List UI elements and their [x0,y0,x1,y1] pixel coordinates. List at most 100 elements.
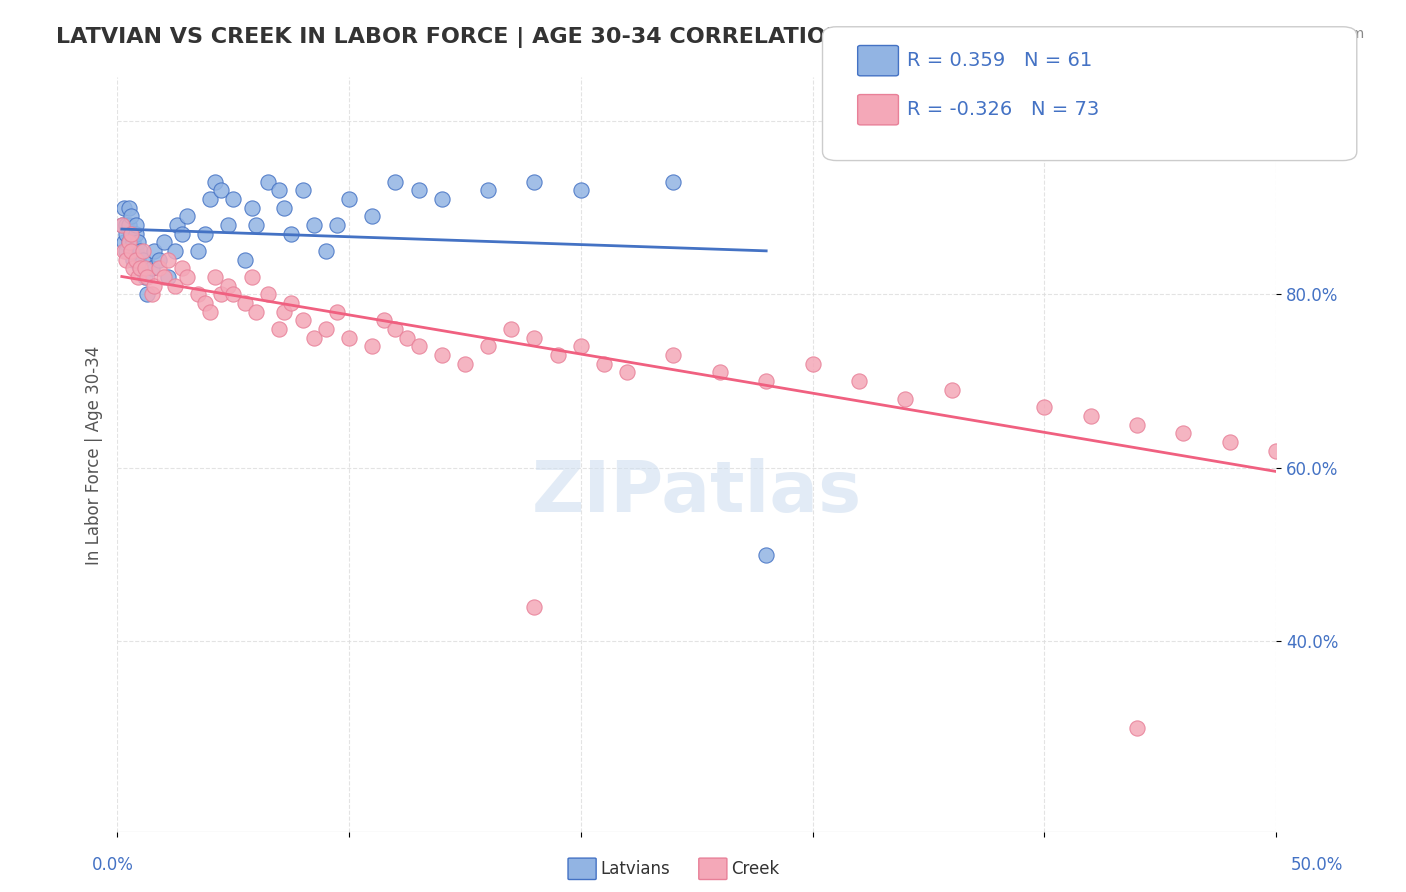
Point [172,261,194,276]
Point [127,252,149,267]
Text: R = 0.359   N = 61: R = 0.359 N = 61 [907,51,1092,70]
Point [198,192,221,206]
Point [211,183,233,197]
Point [222,192,245,206]
Point [118,235,141,250]
Point [194,296,217,310]
Point [269,183,291,197]
Text: LATVIAN VS CREEK IN LABOR FORCE | AGE 30-34 CORRELATION CHART: LATVIAN VS CREEK IN LABOR FORCE | AGE 30… [56,27,936,48]
Point [273,304,295,318]
Point [217,218,239,232]
Point [118,201,141,215]
Point [148,252,170,267]
Point [523,175,546,189]
Point [801,357,824,371]
Text: 50.0%: 50.0% [1291,856,1343,874]
Point [143,278,166,293]
Point [848,374,870,388]
Point [127,270,149,285]
Point [211,287,233,301]
Point [384,175,406,189]
Point [361,209,384,223]
Point [616,366,638,380]
Point [166,218,188,232]
Point [125,252,148,267]
Point [395,331,418,345]
Point [245,218,267,232]
Point [165,244,187,258]
Point [122,261,145,276]
Point [120,209,142,223]
Text: Creek: Creek [731,860,779,878]
Point [112,201,135,215]
Point [523,599,546,614]
Point [143,244,166,258]
Point [291,183,314,197]
Point [129,261,152,276]
Point [430,192,453,206]
Point [373,313,395,327]
Point [194,227,217,241]
Point [233,296,256,310]
Point [157,270,180,285]
Point [112,235,135,250]
Point [1312,426,1334,441]
Point [569,339,592,353]
Point [408,183,430,197]
Point [120,244,142,258]
Point [755,548,778,562]
Point [134,270,156,285]
Point [198,304,221,318]
Point [187,287,209,301]
Point [157,252,180,267]
Point [302,218,325,232]
Point [148,261,170,276]
Point [115,227,138,241]
Point [127,235,149,250]
Point [176,270,198,285]
Point [477,183,499,197]
Point [129,244,152,258]
Point [129,261,152,276]
Point [118,235,141,250]
Point [280,227,302,241]
Point [1126,417,1149,432]
Point [302,331,325,345]
Point [501,322,523,336]
Point [118,218,141,232]
Point [662,175,685,189]
Point [1219,434,1241,449]
Point [477,339,499,353]
Point [1033,400,1056,414]
Y-axis label: In Labor Force | Age 30-34: In Labor Force | Age 30-34 [86,345,103,565]
Point [941,383,963,397]
Point [131,244,153,258]
Point [111,218,134,232]
Point [122,235,145,250]
Point [662,348,685,362]
Point [120,227,142,241]
Point [1126,721,1149,735]
Point [454,357,477,371]
Point [222,287,245,301]
Point [134,261,156,276]
Point [291,313,314,327]
Point [187,244,209,258]
Point [115,252,138,267]
Point [547,348,569,362]
Point [315,322,337,336]
Point [120,244,142,258]
Point [217,278,239,293]
Point [115,244,138,258]
Text: ZIPatlas: ZIPatlas [531,458,862,527]
Point [122,252,145,267]
Point [125,244,148,258]
Point [709,366,731,380]
Point [408,339,430,353]
Point [430,348,453,362]
Point [894,392,917,406]
Point [1265,443,1288,458]
Point [1173,426,1195,441]
Point [131,252,153,267]
Point [176,209,198,223]
